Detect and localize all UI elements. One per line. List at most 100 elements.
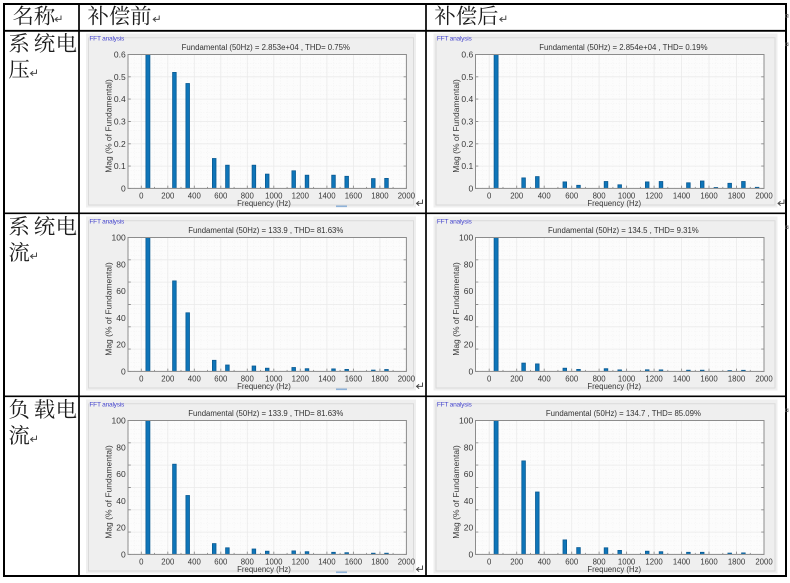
svg-text:2000: 2000 — [398, 191, 416, 200]
svg-text:FFT analysis: FFT analysis — [89, 402, 125, 409]
svg-text:1600: 1600 — [345, 557, 363, 566]
svg-text:80: 80 — [464, 259, 474, 269]
svg-text:1400: 1400 — [673, 557, 691, 566]
svg-text:100: 100 — [112, 416, 126, 426]
svg-text:Fundamental (50Hz) = 134.5 , T: Fundamental (50Hz) = 134.5 , THD= 9.31% — [548, 226, 699, 235]
svg-text:0.4: 0.4 — [461, 94, 473, 104]
svg-text:Frequency (Hz): Frequency (Hz) — [237, 565, 291, 574]
svg-text:60: 60 — [116, 469, 126, 479]
svg-text:0: 0 — [487, 374, 492, 383]
svg-text:0: 0 — [468, 183, 473, 193]
svg-text:1800: 1800 — [728, 191, 746, 200]
svg-text:1000: 1000 — [618, 191, 636, 200]
svg-text:400: 400 — [188, 557, 202, 566]
svg-text:0.4: 0.4 — [114, 94, 126, 104]
svg-text:20: 20 — [464, 340, 474, 350]
svg-text:Mag (% of Fundamental): Mag (% of Fundamental) — [451, 445, 461, 539]
svg-text:0.2: 0.2 — [114, 139, 126, 149]
svg-text:1400: 1400 — [673, 191, 691, 200]
svg-text:0.6: 0.6 — [461, 50, 473, 60]
svg-text:40: 40 — [464, 313, 474, 323]
svg-text:FFT analysis: FFT analysis — [437, 402, 473, 409]
svg-text:1800: 1800 — [728, 557, 746, 566]
svg-text:FFT analysis: FFT analysis — [437, 36, 473, 43]
svg-text:800: 800 — [241, 557, 255, 566]
svg-text:Fundamental (50Hz) = 133.9 , T: Fundamental (50Hz) = 133.9 , THD= 81.63% — [188, 226, 343, 235]
svg-text:0.3: 0.3 — [114, 117, 126, 127]
svg-text:0: 0 — [139, 557, 144, 566]
svg-text:100: 100 — [459, 416, 473, 426]
svg-text:0.1: 0.1 — [461, 161, 473, 171]
svg-text:600: 600 — [214, 374, 228, 383]
svg-text:0.5: 0.5 — [461, 72, 473, 82]
svg-text:2000: 2000 — [755, 191, 773, 200]
svg-text:800: 800 — [593, 374, 607, 383]
svg-text:40: 40 — [116, 496, 126, 506]
svg-text:1600: 1600 — [700, 557, 718, 566]
svg-text:40: 40 — [116, 313, 126, 323]
svg-text:Mag (% of Fundamental): Mag (% of Fundamental) — [451, 79, 461, 173]
svg-text:200: 200 — [161, 557, 175, 566]
svg-text:1000: 1000 — [265, 374, 283, 383]
svg-text:1800: 1800 — [371, 191, 389, 200]
svg-text:600: 600 — [565, 191, 579, 200]
svg-text:1800: 1800 — [371, 557, 389, 566]
svg-text:20: 20 — [464, 523, 474, 533]
svg-text:1600: 1600 — [700, 191, 718, 200]
svg-text:60: 60 — [464, 286, 474, 296]
svg-text:100: 100 — [459, 233, 473, 243]
svg-text:1200: 1200 — [292, 557, 310, 566]
svg-text:1200: 1200 — [645, 191, 663, 200]
svg-text:1400: 1400 — [673, 374, 691, 383]
svg-text:0: 0 — [121, 366, 126, 376]
svg-text:400: 400 — [538, 374, 552, 383]
svg-text:2000: 2000 — [755, 374, 773, 383]
svg-text:Mag (% of Fundamental): Mag (% of Fundamental) — [104, 262, 114, 356]
svg-text:Fundamental (50Hz) = 134.7 , T: Fundamental (50Hz) = 134.7 , THD= 85.09% — [546, 409, 701, 418]
svg-text:¤: ¤ — [785, 223, 790, 232]
svg-text:¤: ¤ — [785, 12, 790, 21]
svg-text:1000: 1000 — [265, 557, 283, 566]
svg-text:0.3: 0.3 — [461, 117, 473, 127]
svg-text:60: 60 — [464, 469, 474, 479]
svg-text:0.1: 0.1 — [114, 161, 126, 171]
svg-text:FFT analysis: FFT analysis — [89, 219, 125, 226]
svg-text:800: 800 — [241, 374, 255, 383]
svg-text:1600: 1600 — [345, 374, 363, 383]
svg-text:600: 600 — [214, 557, 228, 566]
svg-text:1400: 1400 — [318, 557, 336, 566]
svg-text:600: 600 — [214, 191, 228, 200]
svg-text:600: 600 — [565, 374, 579, 383]
svg-text:0.5: 0.5 — [114, 72, 126, 82]
svg-text:800: 800 — [241, 191, 255, 200]
svg-text:200: 200 — [510, 557, 524, 566]
svg-text:1800: 1800 — [371, 374, 389, 383]
svg-text:Frequency (Hz): Frequency (Hz) — [237, 382, 291, 391]
svg-text:0: 0 — [487, 191, 492, 200]
svg-text:400: 400 — [188, 191, 202, 200]
svg-text:400: 400 — [538, 191, 552, 200]
svg-text:0: 0 — [121, 183, 126, 193]
svg-text:1000: 1000 — [265, 191, 283, 200]
svg-text:¤: ¤ — [785, 406, 790, 415]
svg-text:Fundamental (50Hz) = 133.9 , T: Fundamental (50Hz) = 133.9 , THD= 81.63% — [188, 409, 343, 418]
svg-text:Frequency (Hz): Frequency (Hz) — [587, 199, 641, 208]
svg-text:Frequency (Hz): Frequency (Hz) — [587, 565, 641, 574]
svg-text:200: 200 — [161, 374, 175, 383]
svg-text:80: 80 — [116, 442, 126, 452]
svg-text:1200: 1200 — [645, 557, 663, 566]
svg-text:200: 200 — [161, 191, 175, 200]
svg-text:1400: 1400 — [318, 374, 336, 383]
svg-text:0: 0 — [487, 557, 492, 566]
svg-text:400: 400 — [538, 557, 552, 566]
svg-text:20: 20 — [116, 523, 126, 533]
svg-text:200: 200 — [510, 191, 524, 200]
svg-text:Mag (% of Fundamental): Mag (% of Fundamental) — [451, 262, 461, 356]
svg-text:1200: 1200 — [645, 374, 663, 383]
svg-text:Mag (% of Fundamental): Mag (% of Fundamental) — [104, 79, 114, 173]
svg-text:100: 100 — [112, 233, 126, 243]
svg-text:600: 600 — [565, 557, 579, 566]
svg-text:2000: 2000 — [398, 374, 416, 383]
svg-text:Fundamental (50Hz) = 2.853e+04: Fundamental (50Hz) = 2.853e+04 , THD= 0.… — [182, 43, 350, 52]
svg-text:1600: 1600 — [700, 374, 718, 383]
